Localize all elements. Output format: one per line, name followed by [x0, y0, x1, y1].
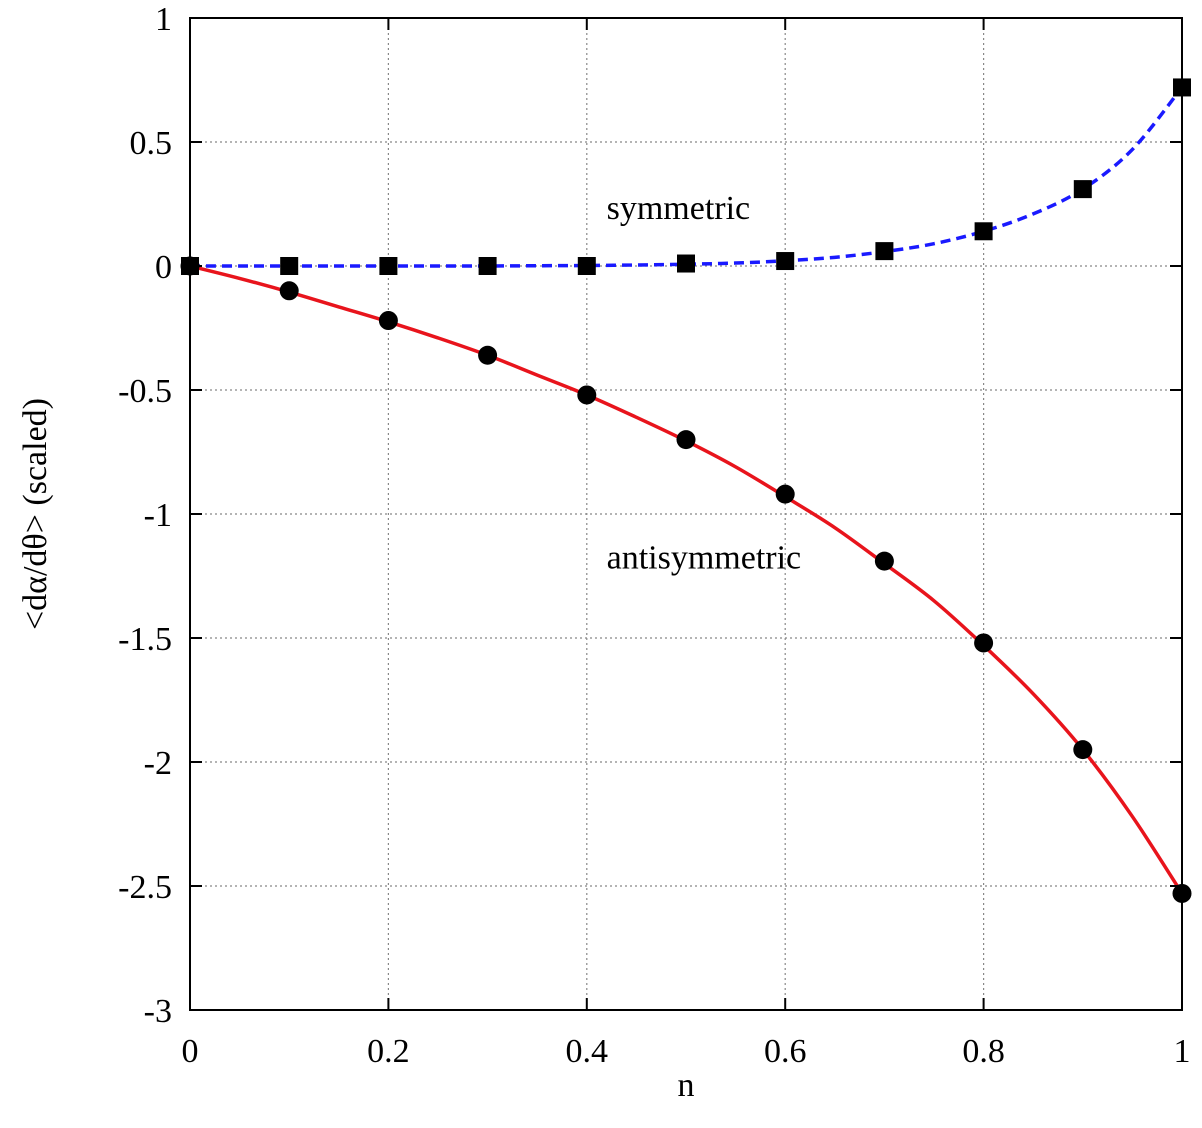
y-tick-label: -2.5	[118, 869, 172, 906]
x-tick-label: 0	[182, 1033, 199, 1070]
annotation-symmetric: symmetric	[607, 190, 751, 227]
symmetric-point	[975, 222, 993, 240]
antisymmetric-point	[577, 385, 596, 404]
annotation-antisymmetric: antisymmetric	[607, 540, 802, 577]
symmetric-point	[280, 257, 298, 275]
annotations: symmetric antisymmetric	[607, 190, 802, 577]
antisymmetric-point	[379, 311, 398, 330]
y-tick-label: -0.5	[118, 373, 172, 410]
x-tick-label: 0.4	[566, 1033, 609, 1070]
y-tick-label: -2	[144, 745, 172, 782]
symmetric-point	[776, 252, 794, 270]
grid	[190, 18, 1182, 1010]
y-tick-label: -1.5	[118, 621, 172, 658]
symmetric-point	[379, 257, 397, 275]
y-tick-label: 0	[155, 249, 172, 286]
antisymmetric-point	[280, 281, 299, 300]
y-axis-label: <dα/dθ> (scaled)	[17, 398, 54, 630]
x-axis-label: n	[678, 1067, 695, 1104]
x-tick-label: 0.6	[764, 1033, 807, 1070]
symmetric-point	[479, 257, 497, 275]
y-tick-label: -3	[144, 993, 172, 1030]
x-tick-label: 0.2	[367, 1033, 410, 1070]
antisymmetric-point	[776, 485, 795, 504]
symmetric-curve	[190, 87, 1182, 266]
antisymmetric-point	[974, 633, 993, 652]
symmetric-point	[578, 257, 596, 275]
y-tick-label: 0.5	[130, 125, 173, 162]
symmetric-point	[875, 242, 893, 260]
x-tick-label: 0.8	[962, 1033, 1005, 1070]
y-tick-label: -1	[144, 497, 172, 534]
tick-labels: 0 0.2 0.4 0.6 0.8 1 1 0.5 0 -0.5 -1 -1.5 -2 -2.5 -3	[118, 1, 1190, 1070]
symmetric-point	[677, 255, 695, 273]
antisymmetric-point	[677, 430, 696, 449]
antisymmetric-curve	[190, 266, 1182, 893]
symmetric-point	[1074, 180, 1092, 198]
x-tick-label: 1	[1174, 1033, 1191, 1070]
y-tick-label: 1	[155, 1, 172, 38]
antisymmetric-point	[875, 552, 894, 571]
antisymmetric-point	[1073, 740, 1092, 759]
antisymmetric-point	[478, 346, 497, 365]
